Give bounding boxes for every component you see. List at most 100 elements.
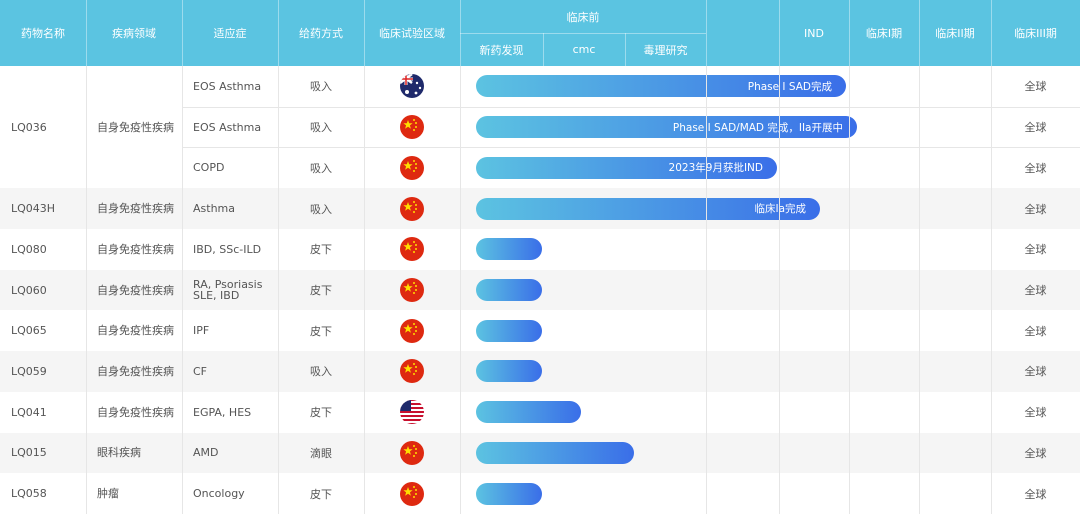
drug-name: LQ036	[11, 120, 47, 134]
progress-bar	[476, 238, 542, 261]
route: 吸入	[310, 202, 332, 216]
rights: 全球	[1024, 121, 1047, 135]
header-cell: 临床试验区域	[379, 27, 445, 40]
drug-name: LQ059	[11, 364, 47, 378]
disease-area: 自身免疫性疾病	[97, 202, 174, 216]
rights: 全球	[1024, 80, 1047, 94]
progress-bar	[476, 482, 542, 505]
progress-bar: Phase I SAD完成	[476, 75, 846, 98]
drug-name: LQ080	[11, 242, 47, 256]
rights: 全球	[1024, 446, 1047, 460]
header-divider	[625, 33, 626, 66]
header-divider	[86, 0, 87, 66]
col-divider	[991, 66, 992, 514]
header-divider	[991, 0, 992, 66]
col-divider	[182, 66, 183, 514]
rights: 全球	[1024, 161, 1047, 175]
header-divider	[543, 33, 544, 66]
region-flag	[364, 147, 460, 188]
header-divider	[919, 0, 920, 66]
disease-area: 自身免疫性疾病	[97, 405, 174, 419]
col-divider	[364, 66, 365, 514]
header-divider	[849, 0, 850, 66]
disease-area: 自身免疫性疾病	[97, 120, 174, 134]
route: 吸入	[310, 161, 332, 175]
disease-area: 自身免疫性疾病	[97, 242, 174, 256]
route: 皮下	[310, 487, 332, 501]
indication: AMD	[193, 446, 219, 460]
route: 吸入	[310, 121, 332, 135]
rights: 全球	[1024, 202, 1047, 216]
header-cell: 临床III期	[1014, 27, 1057, 40]
drug-name: LQ065	[11, 324, 47, 338]
indication: CF	[193, 364, 208, 378]
region-flag	[364, 107, 460, 148]
indication: Asthma	[193, 202, 235, 216]
route: 皮下	[310, 406, 332, 420]
rights: 全球	[1024, 406, 1047, 420]
rights: 全球	[1024, 487, 1047, 501]
region-flag	[364, 270, 460, 311]
col-divider	[278, 66, 279, 514]
region-flag	[364, 66, 460, 107]
route: 滴眼	[310, 446, 332, 460]
col-divider	[706, 66, 707, 514]
drug-name: LQ043H	[11, 202, 56, 216]
col-divider	[86, 66, 87, 514]
disease-area: 肿瘤	[97, 487, 119, 501]
disease-area: 眼科疾病	[97, 446, 141, 460]
header-divider	[182, 0, 183, 66]
region-flag	[364, 351, 460, 392]
drug-name: LQ015	[11, 446, 47, 460]
rights: 全球	[1024, 284, 1047, 297]
col-divider	[779, 66, 780, 514]
region-flag	[364, 310, 460, 351]
route: 吸入	[310, 80, 332, 94]
progress-bar	[476, 441, 634, 464]
indication: EOS Asthma	[193, 79, 262, 93]
progress-bar	[476, 401, 581, 424]
progress-bar	[476, 279, 542, 301]
rights: 全球	[1024, 365, 1047, 379]
route: 吸入	[310, 365, 332, 379]
header-bg	[0, 0, 1080, 66]
drug-name: LQ041	[11, 405, 47, 419]
progress-bar	[476, 319, 542, 342]
header-divider	[779, 0, 780, 66]
route: 皮下	[310, 284, 332, 297]
col-divider	[460, 66, 461, 514]
header-cell: cmc	[572, 43, 596, 56]
region-flag	[364, 392, 460, 433]
region-flag	[364, 229, 460, 270]
header-cell: 临床I期	[865, 27, 903, 40]
indication: EGPA, HES	[193, 405, 252, 419]
drug-name: LQ060	[11, 283, 47, 297]
header-cell: 新药发现	[479, 43, 524, 57]
region-flag	[364, 188, 460, 229]
route: 皮下	[310, 324, 332, 338]
header-cell: 药物名称	[21, 27, 65, 40]
drug-name: LQ058	[11, 487, 47, 501]
header-cell: 毒理研究	[643, 43, 688, 57]
route: 皮下	[310, 243, 332, 257]
progress-bar	[476, 360, 542, 383]
header-cell: 疾病领域	[112, 27, 156, 40]
region-flag	[364, 433, 460, 474]
row-divider	[182, 106, 1080, 108]
header-divider	[278, 0, 279, 66]
header-divider	[706, 0, 707, 66]
header-divider	[460, 33, 706, 34]
rights: 全球	[1024, 324, 1047, 338]
indication: IBD, SSc-ILD	[193, 242, 262, 256]
header-divider	[364, 0, 365, 66]
header-cell: 适应症	[213, 27, 247, 40]
disease-area: 自身免疫性疾病	[97, 283, 174, 297]
disease-area: 自身免疫性疾病	[97, 364, 174, 378]
indication: EOS Asthma	[193, 120, 262, 134]
col-divider	[919, 66, 920, 514]
progress-bar: 2023年9月获批IND	[476, 156, 777, 179]
col-divider	[849, 66, 850, 514]
region-flag	[364, 473, 460, 514]
progress-bar: 临床Ia完成	[476, 197, 820, 220]
